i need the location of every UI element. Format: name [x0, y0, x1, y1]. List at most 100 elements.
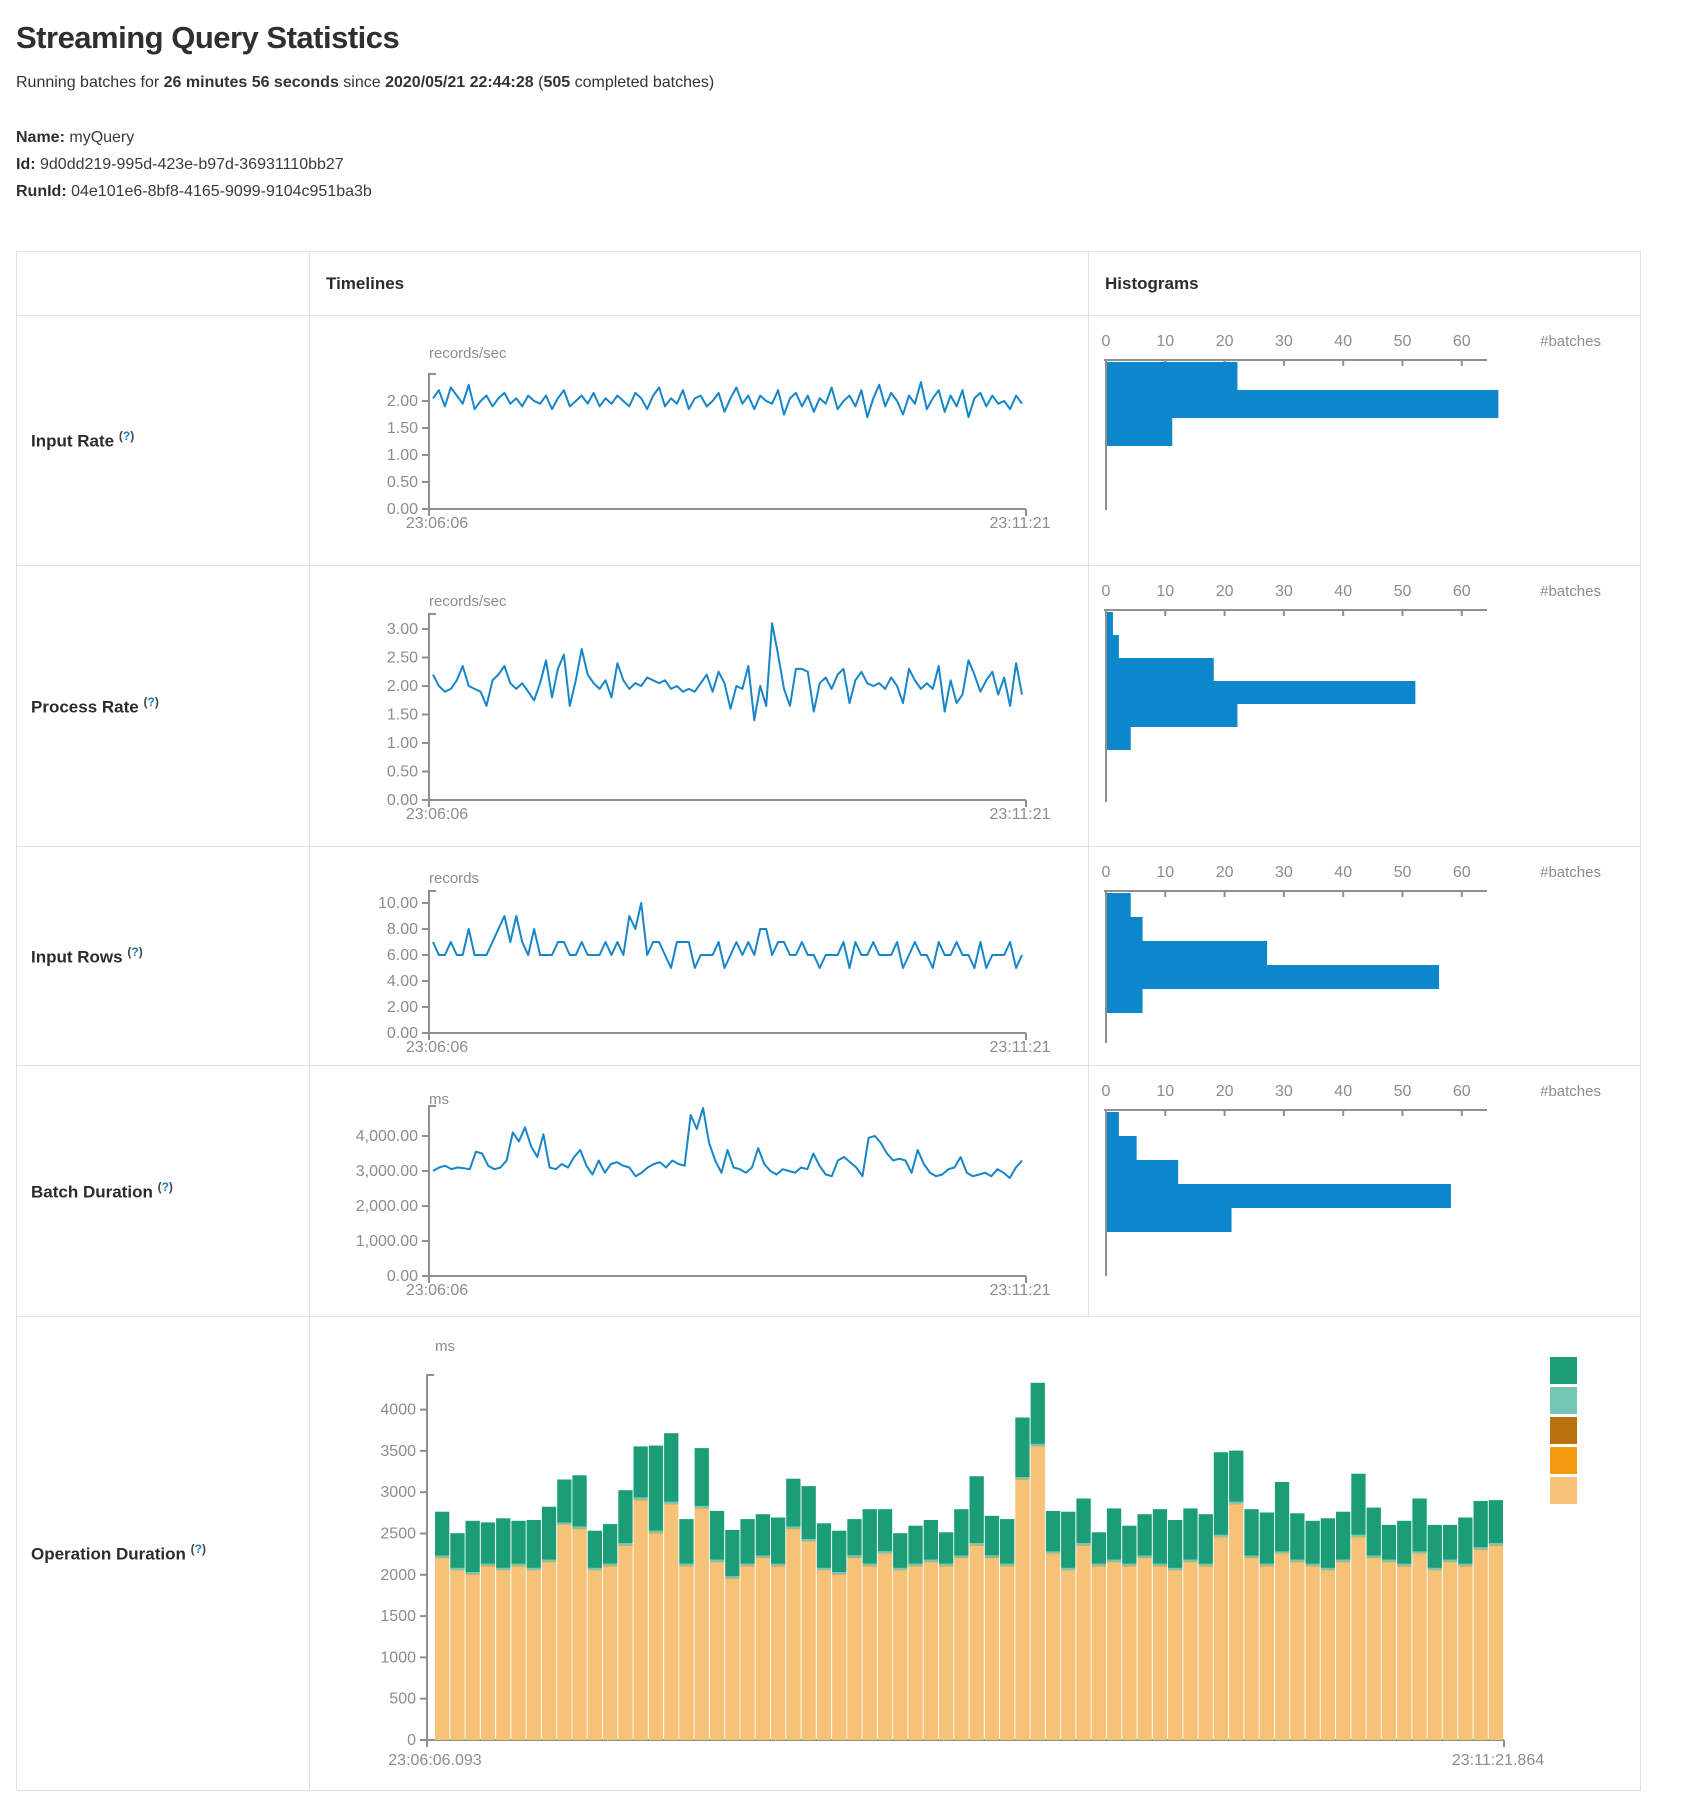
svg-text:#batches: #batches: [1540, 1083, 1601, 1100]
svg-text:20: 20: [1216, 583, 1234, 600]
svg-text:2.00: 2.00: [387, 999, 418, 1016]
svg-text:10: 10: [1156, 1083, 1174, 1100]
input-rows-help-icon[interactable]: (?): [127, 944, 143, 959]
row-input-rate: Input Rate (?) records/sec 2.00 1.50 1.00 0.…: [16, 315, 1641, 566]
input-rows-histogram-svg: #batches 0 10 20 30 40 50 60: [1102, 864, 1601, 1043]
svg-text:2,000.00: 2,000.00: [356, 1198, 418, 1215]
svg-text:0.00: 0.00: [387, 792, 418, 809]
input-rate-timeline-chart: records/sec 2.00 1.50 1.00 0.50 0.00 23:06:06 2…: [309, 315, 1089, 566]
svg-text:4,000.00: 4,000.00: [356, 1128, 418, 1145]
svg-text:8.00: 8.00: [387, 921, 418, 938]
query-name-value: myQuery: [69, 129, 135, 146]
svg-text:records/sec: records/sec: [429, 593, 507, 610]
input-rows-timeline-chart: records 10.00 8.00 6.00 4.00 2.00 0.00 23:06:06…: [309, 846, 1089, 1066]
svg-text:23:06:06: 23:06:06: [406, 515, 468, 532]
header-histograms: Histograms: [1088, 251, 1641, 316]
batch-duration-label: Batch Duration (?): [16, 1065, 310, 1317]
svg-text:3000: 3000: [380, 1484, 416, 1501]
svg-text:1.00: 1.00: [387, 447, 418, 464]
legend-swatch-teal-green: [1550, 1357, 1577, 1384]
svg-text:records: records: [429, 870, 479, 887]
svg-text:0.50: 0.50: [387, 474, 418, 491]
svg-text:30: 30: [1275, 1083, 1293, 1100]
svg-text:50: 50: [1394, 1083, 1412, 1100]
svg-text:#batches: #batches: [1540, 583, 1601, 600]
svg-text:40: 40: [1334, 864, 1352, 881]
running-batches-status: Running batches for 26 minutes 56 second…: [16, 74, 715, 91]
input-rows-timeline-svg: records 10.00 8.00 6.00 4.00 2.00 0.0023:06:06…: [378, 870, 1051, 1056]
legend-swatch-dark-orange: [1550, 1417, 1577, 1444]
svg-text:23:11:21: 23:11:21: [989, 1282, 1050, 1299]
svg-text:40: 40: [1334, 583, 1352, 600]
svg-text:23:11:21: 23:11:21: [989, 806, 1050, 823]
row-input-rows: Input Rows (?) records 10.00 8.00 6.00 4.00 2…: [16, 846, 1641, 1066]
row-process-rate: Process Rate (?) records/sec 3.00 2.50 2.00…: [16, 565, 1641, 847]
svg-text:3,000.00: 3,000.00: [356, 1163, 418, 1180]
process-rate-timeline-svg: records/sec3.002.502.001.501.000.500.002…: [387, 593, 1051, 823]
svg-text:ms: ms: [429, 1091, 449, 1108]
svg-text:60: 60: [1453, 583, 1471, 600]
svg-text:0.50: 0.50: [387, 764, 418, 781]
process-rate-label: Process Rate (?): [16, 565, 310, 847]
svg-text:0.00: 0.00: [387, 501, 418, 518]
input-rate-histogram-chart: #batches 0 10 20 30 40 50 60: [1088, 315, 1641, 566]
svg-text:23:06:06: 23:06:06: [406, 1282, 468, 1299]
process-rate-timeline-chart: records/sec 3.00 2.50 2.00 1.50 1.00 0.50 0.00 2…: [309, 565, 1089, 847]
svg-text:1000: 1000: [380, 1649, 416, 1666]
start-timestamp: 2020/05/21 22:44:28: [385, 74, 534, 91]
batch-duration-histogram-svg: #batches 0 10 20 30 40 50 60: [1102, 1083, 1601, 1276]
operation-duration-svg: ms 4000 3500 3000 2500 2000 1500 1000 500 0 23:06:…: [380, 1338, 1577, 1769]
query-name-line: Name: myQuery: [16, 129, 135, 146]
svg-text:1.50: 1.50: [387, 707, 418, 724]
svg-text:20: 20: [1216, 1083, 1234, 1100]
svg-text:23:06:06: 23:06:06: [406, 1039, 468, 1056]
svg-text:40: 40: [1334, 333, 1352, 350]
query-id-line: Id: 9d0dd219-995d-423e-b97d-36931110bb27: [16, 156, 344, 173]
input-rows-histogram-chart: #batches 0 10 20 30 40 50 60: [1088, 846, 1641, 1066]
svg-text:6.00: 6.00: [387, 947, 418, 964]
svg-text:23:11:21.864: 23:11:21.864: [1452, 1752, 1544, 1769]
svg-text:20: 20: [1216, 864, 1234, 881]
svg-text:0: 0: [1102, 583, 1111, 600]
svg-text:40: 40: [1334, 1083, 1352, 1100]
svg-text:50: 50: [1394, 864, 1412, 881]
svg-text:#batches: #batches: [1540, 333, 1601, 350]
svg-text:50: 50: [1394, 583, 1412, 600]
svg-text:30: 30: [1275, 864, 1293, 881]
svg-text:records/sec: records/sec: [429, 345, 507, 362]
svg-text:23:11:21: 23:11:21: [989, 515, 1050, 532]
row-batch-duration: Batch Duration (?) ms 4,000.00 3,000.00 2,0…: [16, 1065, 1641, 1317]
input-rows-label: Input Rows (?): [16, 846, 310, 1066]
svg-text:500: 500: [389, 1691, 416, 1708]
input-rate-label: Input Rate (?): [16, 315, 310, 566]
query-runid-value: 04e101e6-8bf8-4165-9099-9104c951ba3b: [71, 183, 372, 200]
batch-duration-help-icon[interactable]: (?): [157, 1179, 173, 1194]
svg-text:30: 30: [1275, 583, 1293, 600]
svg-text:2000: 2000: [380, 1567, 416, 1584]
input-rate-help-icon[interactable]: (?): [118, 429, 135, 444]
svg-text:0: 0: [1102, 864, 1111, 881]
process-rate-help-icon[interactable]: (?): [143, 694, 159, 709]
operation-duration-chart: ms 4000 3500 3000 2500 2000 1500 1000 500 0 23:06:…: [309, 1316, 1641, 1791]
svg-text:0.00: 0.00: [387, 1025, 418, 1042]
svg-text:10.00: 10.00: [378, 895, 418, 912]
process-rate-histogram-svg: #batches 0 10 20 30 40 50 60: [1102, 583, 1601, 802]
svg-text:10: 10: [1156, 583, 1174, 600]
page-title: Streaming Query Statistics: [16, 20, 400, 55]
svg-text:4000: 4000: [380, 1402, 416, 1419]
svg-text:10: 10: [1156, 864, 1174, 881]
batch-duration-timeline-chart: ms 4,000.00 3,000.00 2,000.00 1,000.00 0.00 23…: [309, 1065, 1089, 1317]
svg-text:3.00: 3.00: [387, 621, 418, 638]
svg-text:2500: 2500: [380, 1526, 416, 1543]
svg-text:0: 0: [1102, 333, 1111, 350]
svg-text:30: 30: [1275, 333, 1293, 350]
input-rate-histogram-svg: #batches 0 10 20 30 40 50 60: [1102, 333, 1601, 510]
svg-text:20: 20: [1216, 333, 1234, 350]
query-runid-line: RunId: 04e101e6-8bf8-4165-9099-9104c951b…: [16, 183, 372, 200]
batch-duration-histogram-chart: #batches 0 10 20 30 40 50 60: [1088, 1065, 1641, 1317]
svg-text:1500: 1500: [380, 1608, 416, 1625]
operation-duration-help-icon[interactable]: (?): [190, 1542, 206, 1557]
completed-batches-count: 505: [543, 74, 571, 91]
